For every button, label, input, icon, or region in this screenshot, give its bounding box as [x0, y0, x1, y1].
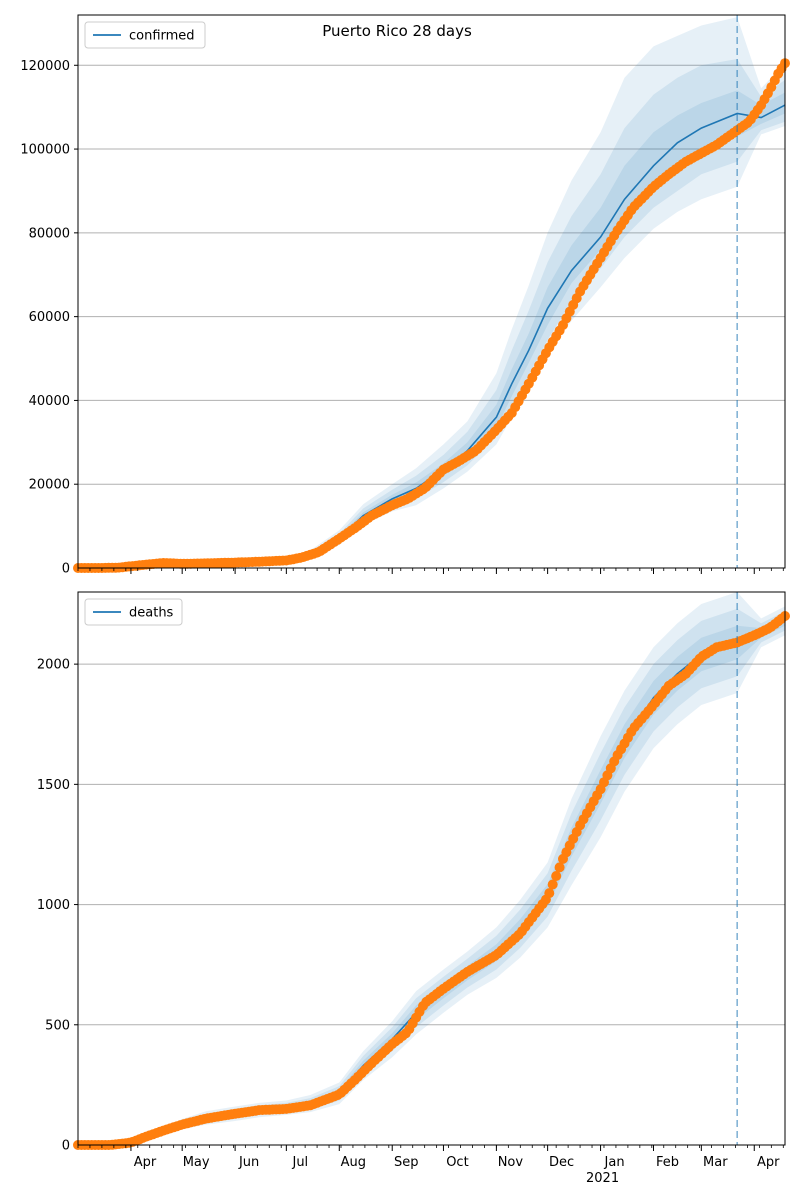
observed-point — [551, 871, 562, 881]
y-tick-label: 100000 — [20, 143, 70, 158]
deaths-panel: 0 500 1000 1500 2000 Apr May Jun Jul Aug Sep Oct Nov… — [37, 591, 790, 1186]
x-tick-label: May — [183, 1155, 210, 1170]
uncertainty-band-outer — [78, 592, 785, 1145]
y-tick-label: 40000 — [29, 394, 70, 409]
x-tick-label: Aug — [341, 1155, 366, 1170]
uncertainty-band-outer — [78, 17, 785, 569]
y-tick-label: 1500 — [37, 778, 70, 793]
observed-point — [544, 888, 555, 899]
x-tick-label: Mar — [703, 1155, 728, 1170]
observed-point — [554, 862, 565, 873]
x-tick-label: Nov — [498, 1155, 524, 1170]
legend-label: deaths — [129, 606, 174, 621]
legend-label: confirmed — [129, 29, 195, 44]
legend-box — [84, 21, 206, 49]
x-tick-label: Feb — [656, 1155, 679, 1170]
uncertainty-band-middle — [78, 608, 785, 1145]
y-tick-label: 1000 — [37, 898, 70, 913]
y-tick-label: 2000 — [37, 658, 70, 673]
y-tick-label: 0 — [62, 562, 70, 577]
y-tick-label: 0 — [62, 1139, 70, 1154]
y-tick-label: 120000 — [20, 59, 70, 74]
y-tick-label: 20000 — [29, 478, 70, 493]
confirmed-panel: 0 20000 40000 60000 80000 100000 120000 confirm… — [20, 14, 790, 577]
y-tick-label: 500 — [45, 1018, 70, 1033]
y-tick-label: 60000 — [29, 310, 70, 325]
uncertainty-band-middle — [78, 59, 785, 568]
observed-point — [547, 879, 558, 890]
uncertainty-band-inner — [78, 90, 785, 569]
x-tick-label: Jan — [604, 1155, 625, 1170]
x-tick-label: Apr — [757, 1155, 780, 1170]
figure-title: Puerto Rico 28 days — [322, 22, 472, 40]
y-tick-label: 80000 — [29, 226, 70, 241]
x-year-label: 2021 — [586, 1171, 619, 1186]
legend-box — [84, 598, 183, 626]
x-tick-label: Dec — [549, 1155, 574, 1170]
x-tick-label: Oct — [446, 1155, 468, 1170]
axes-frame — [77, 14, 786, 569]
x-tick-label: Jul — [291, 1155, 308, 1170]
x-tick-label: Jun — [238, 1155, 259, 1170]
x-tick-label: Apr — [134, 1155, 157, 1170]
axes-frame — [77, 591, 786, 1146]
x-tick-label: Sep — [394, 1155, 419, 1170]
